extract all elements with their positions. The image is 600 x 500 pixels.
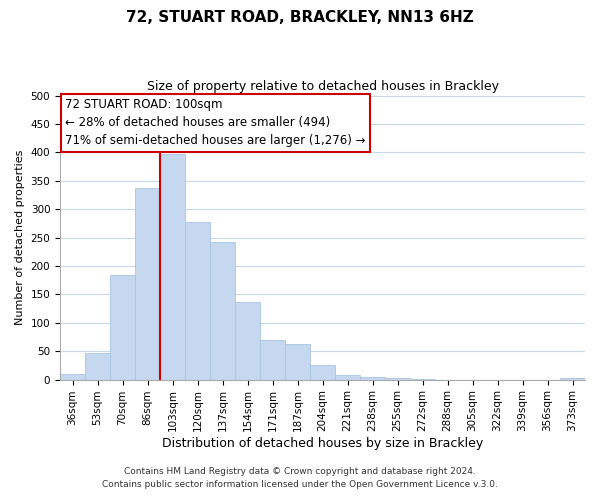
Bar [260,340,285,380]
Bar [360,377,385,380]
Bar [410,379,435,380]
Bar [385,378,410,380]
Bar [335,375,360,380]
Bar [160,154,185,380]
Text: 72, STUART ROAD, BRACKLEY, NN13 6HZ: 72, STUART ROAD, BRACKLEY, NN13 6HZ [126,10,474,25]
Bar [135,188,160,380]
Bar [310,365,335,380]
Title: Size of property relative to detached houses in Brackley: Size of property relative to detached ho… [146,80,499,93]
Bar [235,302,260,380]
Bar [185,222,210,380]
Bar [60,374,85,380]
Bar [285,344,310,380]
X-axis label: Distribution of detached houses by size in Brackley: Distribution of detached houses by size … [162,437,483,450]
Y-axis label: Number of detached properties: Number of detached properties [15,150,25,326]
Text: 72 STUART ROAD: 100sqm
← 28% of detached houses are smaller (494)
71% of semi-de: 72 STUART ROAD: 100sqm ← 28% of detached… [65,98,366,148]
Text: Contains HM Land Registry data © Crown copyright and database right 2024.: Contains HM Land Registry data © Crown c… [124,467,476,476]
Text: Contains public sector information licensed under the Open Government Licence v.: Contains public sector information licen… [102,480,498,489]
Bar [560,378,585,380]
Bar [85,353,110,380]
Bar [110,274,135,380]
Bar [210,242,235,380]
